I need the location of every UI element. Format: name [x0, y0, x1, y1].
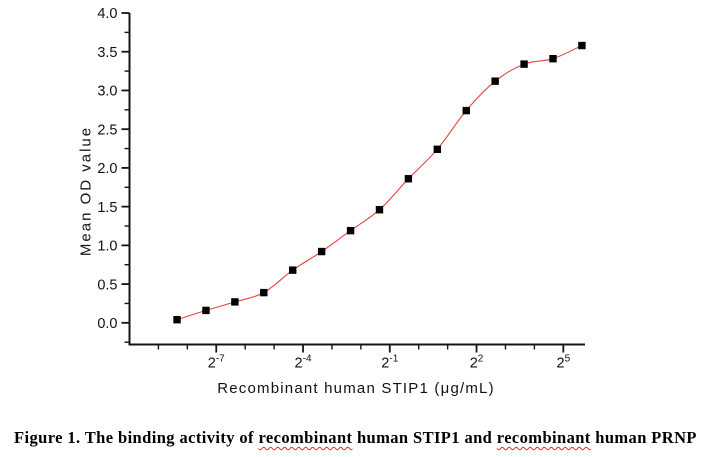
data-point-marker — [173, 316, 181, 324]
y-tick-label: 4.0 — [97, 6, 117, 22]
x-tick-label: 22 — [470, 354, 484, 372]
data-point-marker — [462, 106, 470, 115]
y-axis-title: Mean OD value — [77, 126, 94, 256]
data-point-marker — [520, 60, 528, 68]
caption-misspelled-word: recombinant — [496, 428, 591, 447]
caption-text: Figure 1. The binding activity of — [14, 428, 259, 447]
binding-curve-chart: Recombinant human STIP1 (μg/mL) Mean OD … — [77, 6, 586, 397]
fit-curve — [176, 45, 583, 321]
x-tick-label: 2-1 — [381, 354, 398, 372]
y-tick-label: 1.5 — [97, 200, 117, 216]
x-axis-title: Recombinant human STIP1 (μg/mL) — [217, 380, 495, 397]
x-tick-label: 25 — [556, 354, 570, 372]
caption-text: human STIP1 and — [352, 428, 497, 447]
data-point-marker — [202, 306, 210, 315]
data-point-marker — [289, 266, 297, 274]
x-tick-label: 2-4 — [295, 354, 312, 372]
data-point-marker — [260, 288, 268, 297]
data-point-marker — [578, 41, 586, 50]
data-point-marker — [491, 77, 499, 85]
data-point-marker — [404, 175, 413, 183]
y-tick-label: 2.5 — [97, 122, 117, 138]
data-point-marker — [317, 247, 326, 256]
figure-caption: Figure 1. The binding activity of recomb… — [14, 426, 697, 452]
data-point-marker — [231, 298, 239, 306]
y-tick-label: 0.0 — [97, 316, 117, 332]
x-tick-label: 2-7 — [208, 354, 225, 372]
data-point-marker — [549, 54, 557, 63]
y-tick-label: 0.5 — [97, 277, 117, 293]
y-tick-label: 2.0 — [97, 161, 117, 177]
y-tick-label: 1.0 — [97, 239, 117, 255]
caption-misspelled-word: recombinant — [258, 428, 353, 447]
y-tick-label: 3.0 — [97, 84, 117, 100]
caption-text: human PRNP — [590, 428, 697, 447]
data-point-marker — [346, 226, 355, 235]
data-point-marker — [433, 145, 442, 154]
y-tick-label: 3.5 — [97, 45, 117, 61]
data-point-marker — [375, 206, 384, 214]
